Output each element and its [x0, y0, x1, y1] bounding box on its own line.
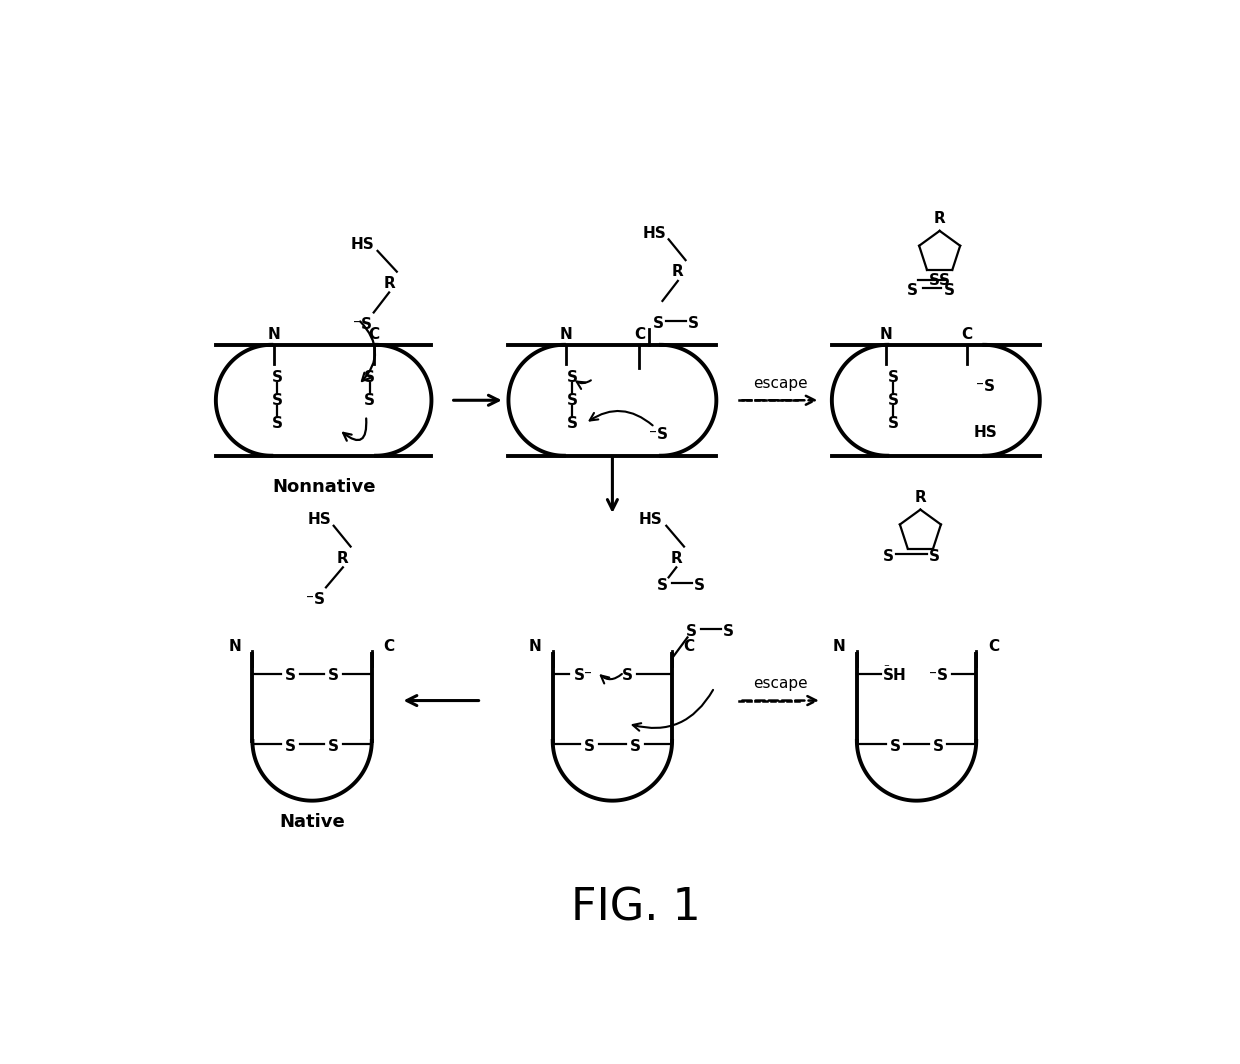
Text: S: S — [889, 739, 900, 754]
Text: S: S — [365, 393, 376, 408]
Text: Nonnative: Nonnative — [272, 478, 376, 496]
Text: C: C — [383, 639, 394, 654]
Text: R: R — [671, 550, 682, 566]
Text: ⁻S: ⁻S — [976, 379, 996, 394]
Text: S: S — [567, 393, 578, 408]
Text: S: S — [272, 369, 283, 385]
Text: S: S — [888, 416, 899, 431]
Text: R: R — [934, 211, 946, 226]
Text: S: S — [688, 316, 699, 331]
Text: escape: escape — [753, 676, 807, 692]
Text: S: S — [939, 273, 950, 288]
Text: C: C — [961, 327, 972, 342]
Text: S: S — [908, 283, 918, 298]
Text: N: N — [228, 639, 241, 654]
Text: N: N — [528, 639, 541, 654]
Text: R: R — [383, 276, 396, 290]
Text: ⁻: ⁻ — [883, 663, 889, 674]
Text: HS: HS — [973, 426, 998, 440]
Text: FIG. 1: FIG. 1 — [570, 887, 701, 930]
Text: escape: escape — [753, 376, 807, 390]
Text: C: C — [368, 327, 379, 342]
Text: S: S — [272, 393, 283, 408]
Text: S: S — [657, 578, 668, 593]
Text: ⁻S: ⁻S — [352, 317, 372, 332]
Text: ⁻S: ⁻S — [929, 668, 947, 683]
Text: S: S — [929, 549, 940, 564]
Text: ⁻S: ⁻S — [649, 428, 668, 443]
Text: S: S — [888, 369, 899, 385]
Text: S: S — [653, 316, 665, 331]
Text: R: R — [672, 264, 683, 279]
Text: S: S — [686, 624, 697, 638]
Text: S: S — [883, 549, 894, 564]
Text: S⁻: S⁻ — [574, 668, 593, 683]
Text: C: C — [634, 327, 645, 342]
Text: S: S — [285, 739, 296, 754]
Text: S: S — [929, 273, 940, 288]
Text: R: R — [337, 550, 348, 566]
Text: N: N — [268, 327, 280, 342]
Text: N: N — [879, 327, 892, 342]
Text: R: R — [915, 489, 926, 504]
Text: N: N — [832, 639, 846, 654]
Text: HS: HS — [308, 512, 331, 527]
Text: HS: HS — [350, 237, 374, 252]
Text: S: S — [285, 668, 296, 683]
Text: S: S — [567, 369, 578, 385]
Text: S: S — [567, 416, 578, 431]
Text: S: S — [932, 739, 944, 754]
Text: HS: HS — [639, 512, 662, 527]
Text: S: S — [622, 668, 634, 683]
Text: C: C — [988, 639, 999, 654]
Text: SH: SH — [883, 668, 906, 683]
Text: S: S — [584, 739, 595, 754]
Text: S: S — [365, 369, 376, 385]
Text: S: S — [272, 416, 283, 431]
Text: S: S — [723, 624, 734, 638]
Text: ⁻S: ⁻S — [306, 593, 325, 608]
Text: HS: HS — [642, 226, 667, 240]
Text: S: S — [694, 578, 704, 593]
Text: C: C — [683, 639, 694, 654]
Text: S: S — [888, 393, 899, 408]
Text: Native: Native — [279, 813, 345, 831]
Text: N: N — [559, 327, 573, 342]
Text: S: S — [630, 739, 641, 754]
Text: S: S — [329, 668, 340, 683]
Text: S: S — [944, 283, 955, 298]
Text: S: S — [329, 739, 340, 754]
